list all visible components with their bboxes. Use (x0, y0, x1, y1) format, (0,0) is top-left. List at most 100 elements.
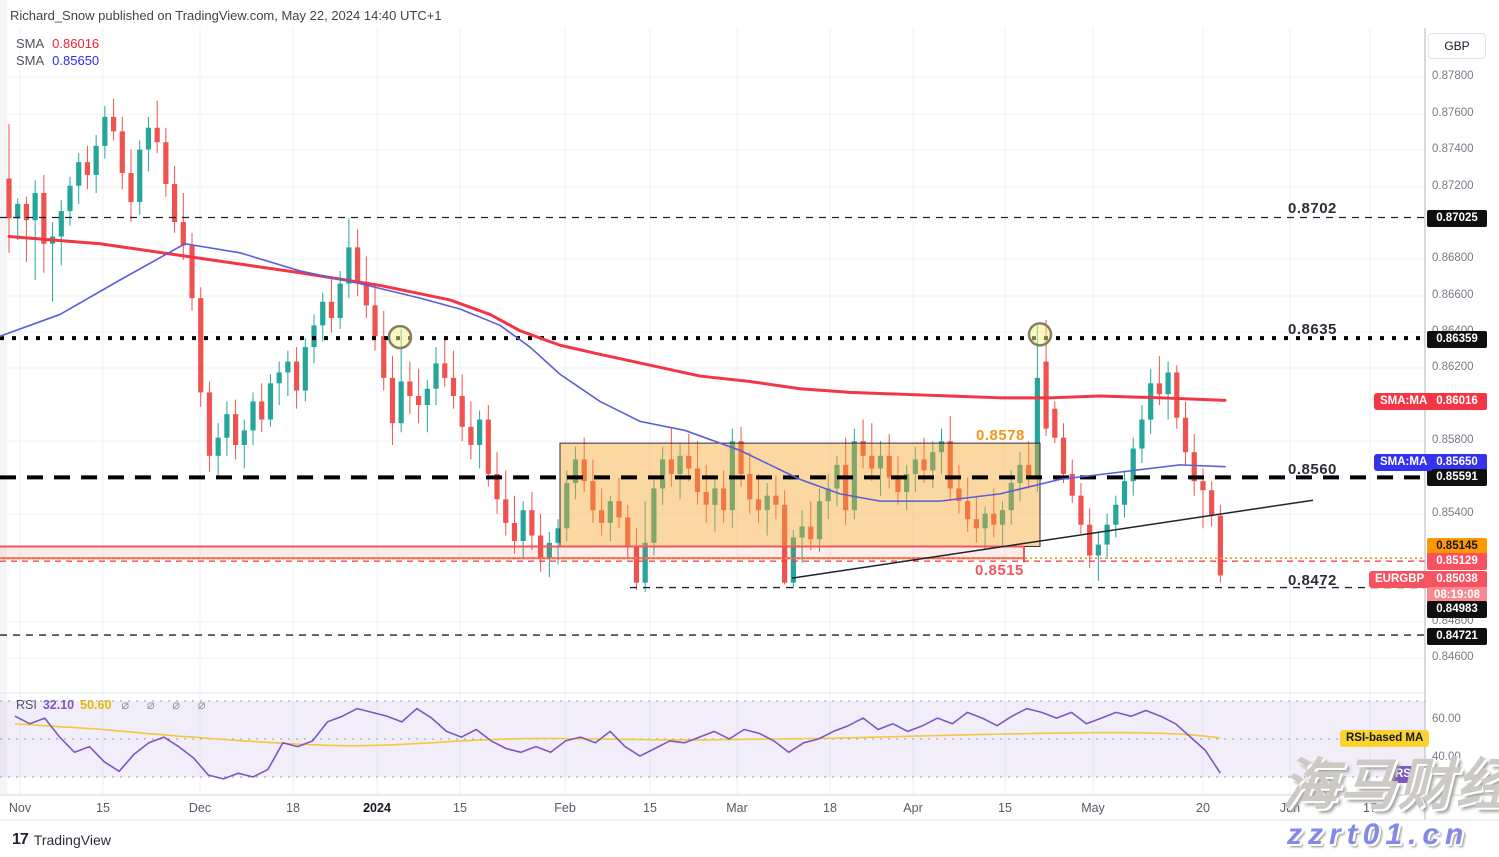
candle (6, 178, 12, 219)
candle (1182, 417, 1189, 453)
candle (1148, 383, 1154, 420)
price-tag-0.85591: 0.85591 (1427, 468, 1487, 486)
candle (1034, 377, 1040, 478)
candle (58, 211, 64, 237)
candle (616, 501, 622, 518)
candle (747, 473, 753, 500)
time-tick[interactable]: Dec (188, 801, 212, 815)
time-tick[interactable]: 15 (643, 801, 657, 815)
candle (15, 203, 21, 219)
side-tag-rsi-based-ma: RSI-based MA (1340, 729, 1430, 747)
candle (581, 459, 587, 482)
time-tick[interactable]: 15 (96, 801, 110, 815)
price-tick: 0.84600 (1432, 651, 1474, 663)
candle (1200, 481, 1206, 491)
side-tag-sma-ma: SMA:MA (1374, 453, 1434, 471)
candle (677, 455, 683, 474)
time-tick[interactable]: Mar (726, 801, 748, 815)
price-tag-0.84983: 0.84983 (1427, 600, 1487, 618)
price-tag-0.85145: 0.85145 (1427, 537, 1487, 555)
candle (171, 183, 178, 222)
sma1-legend[interactable]: SMA 0.86016 (16, 36, 99, 51)
price-tag-0.85129: 0.85129 (1427, 552, 1487, 570)
candle (1052, 408, 1058, 438)
candle (965, 501, 971, 520)
candle (1174, 372, 1180, 418)
time-tick[interactable]: Apr (903, 801, 923, 815)
consolidation-box[interactable] (559, 442, 1041, 547)
candle (442, 363, 448, 378)
candle (1069, 473, 1075, 496)
candle (189, 245, 195, 299)
candle (1026, 464, 1032, 478)
candle (947, 441, 953, 489)
time-tick[interactable]: 17 (1363, 801, 1377, 815)
time-tick[interactable]: 15 (453, 801, 467, 815)
time-tick[interactable]: 18 (823, 801, 837, 815)
candle (1078, 495, 1084, 525)
rsi-line (14, 707, 1221, 780)
time-tick[interactable]: 18 (286, 801, 300, 815)
candle (816, 501, 823, 540)
watermark-chinese: 海马财经 (1282, 753, 1499, 816)
hidden-plots-icons: ⌀ ⌀ ⌀ ⌀ (121, 697, 213, 712)
candle (285, 361, 291, 373)
time-tick[interactable]: Nov (8, 801, 32, 815)
price-tick: 0.87600 (1432, 107, 1474, 119)
time-tick[interactable]: Feb (554, 801, 576, 815)
candle (712, 488, 718, 505)
time-tick[interactable]: Jun (1279, 801, 1301, 815)
candle (921, 459, 927, 471)
ascending-trendline[interactable] (791, 499, 1314, 579)
candle (1165, 372, 1171, 395)
candle (607, 501, 613, 523)
candle (494, 473, 500, 500)
candle (381, 336, 387, 378)
candle (337, 283, 343, 319)
circle-marker[interactable] (387, 324, 413, 350)
candle (851, 441, 857, 511)
price-tag-0.84721: 0.84721 (1427, 627, 1487, 645)
side-tag-eurgbp: EURGBP (1369, 570, 1431, 588)
price-tick: 0.86800 (1432, 252, 1474, 264)
candle (293, 361, 300, 391)
circle-marker[interactable] (1027, 322, 1053, 347)
candle (599, 510, 605, 523)
tradingview-logo[interactable]: 17 TradingView (12, 831, 111, 849)
time-tick[interactable]: 2024 (363, 801, 391, 815)
price-tick: 0.87200 (1432, 180, 1474, 192)
annotation-box-top: 0.8578 (976, 427, 1025, 444)
candle (1104, 524, 1110, 545)
support-band[interactable] (0, 546, 1024, 559)
candle (843, 464, 849, 511)
candle (1087, 524, 1093, 556)
annotation-band: 0.8515 (975, 562, 1024, 579)
candle (633, 546, 640, 583)
candle (999, 510, 1006, 525)
price-tick: 0.84800 (1432, 615, 1474, 627)
candle (877, 455, 884, 469)
candle (1130, 448, 1136, 482)
tradingview-logo-text: TradingView (33, 832, 111, 848)
candle (416, 396, 422, 406)
currency-toggle-button[interactable]: GBP (1428, 33, 1486, 59)
time-tick[interactable]: May (1081, 801, 1105, 815)
annotation-level-8560: 0.8560 (1288, 461, 1337, 478)
sma2-label: SMA (16, 53, 45, 68)
sma2-legend[interactable]: SMA 0.85650 (16, 53, 99, 68)
time-tick[interactable]: 15 (998, 801, 1012, 815)
candle (1008, 483, 1014, 511)
candle (267, 383, 274, 420)
sma1-value: 0.86016 (52, 36, 100, 51)
rsi-legend[interactable]: RSI 32.10 50.60 ⌀ ⌀ ⌀ ⌀ (16, 697, 213, 713)
candle (76, 162, 82, 186)
time-tick[interactable]: 20 (1196, 801, 1210, 815)
candle (529, 510, 535, 536)
candle (119, 131, 125, 174)
candle (102, 116, 108, 146)
candle (1017, 464, 1023, 483)
candle (738, 441, 744, 474)
candle (1139, 419, 1145, 449)
candle (834, 464, 840, 489)
